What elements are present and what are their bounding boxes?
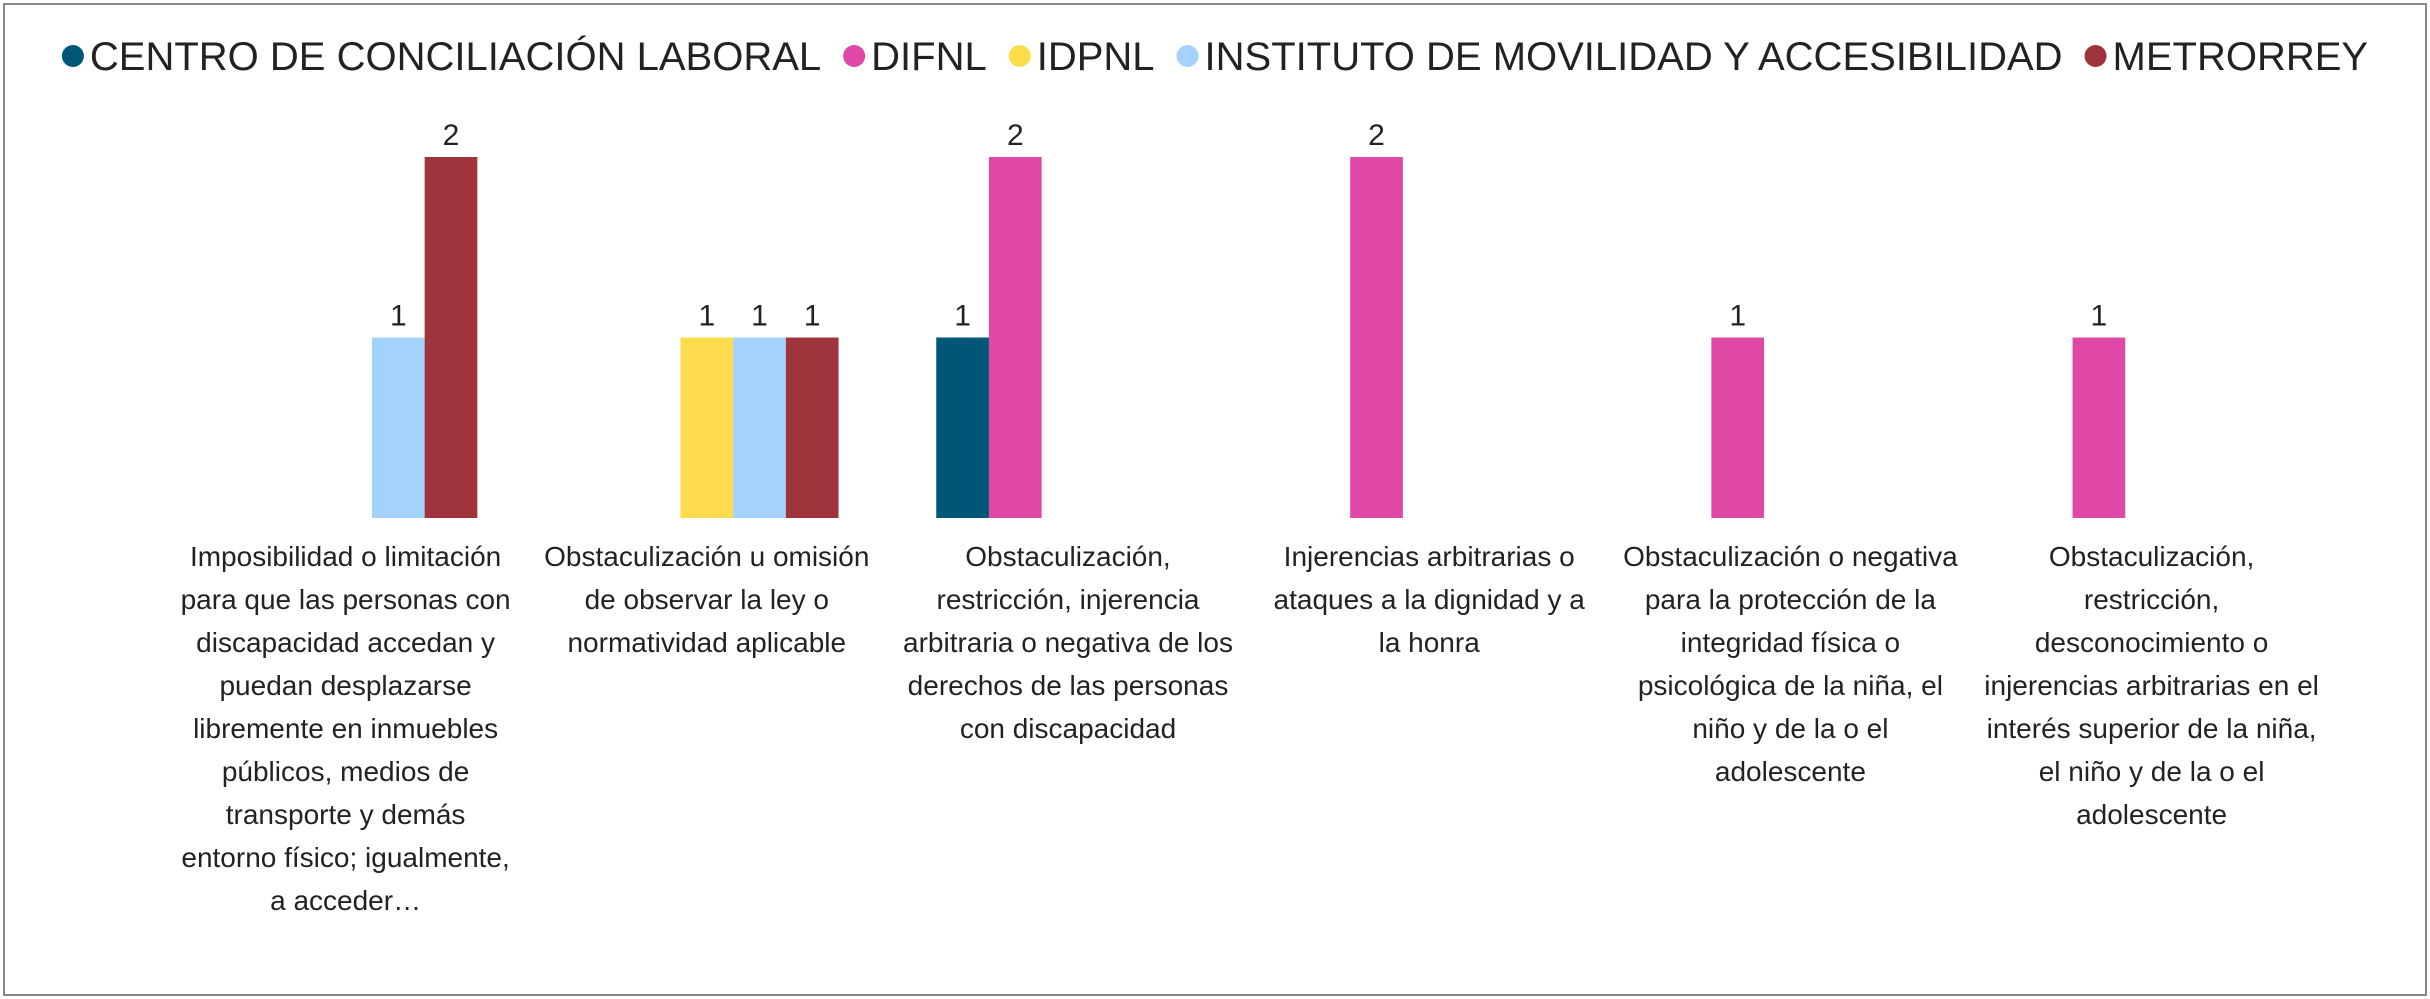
legend-swatch bbox=[1008, 45, 1031, 67]
x-tick-label-line: desconocimiento o bbox=[2035, 627, 2268, 658]
x-tick-label: Injerencias arbitrarias o ataques a la di… bbox=[1274, 541, 1586, 658]
x-tick-label-line: para la protección de la bbox=[1645, 584, 1937, 615]
x-tick-label: Obstaculización, restricción, desconocimie… bbox=[1984, 541, 2319, 830]
bar bbox=[2072, 337, 2126, 518]
x-tick-label: Obstaculización o negativa para la protec… bbox=[1623, 541, 1958, 787]
data-label: 2 bbox=[1368, 119, 1385, 152]
x-tick-label-line: transporte y demás bbox=[226, 799, 466, 830]
x-tick-label-line: interés superior de la niña, bbox=[1987, 713, 2317, 744]
legend-label: DIFNL bbox=[871, 35, 987, 79]
data-label: 1 bbox=[698, 300, 715, 333]
x-tick-label-line: adolescente bbox=[2076, 799, 2227, 830]
x-tick-label-line: psicológica de la niña, el bbox=[1638, 670, 1943, 701]
x-tick-label-line: Obstaculización, bbox=[2049, 541, 2254, 572]
x-tick-label-line: ataques a la dignidad y a bbox=[1274, 584, 1586, 615]
x-tick-label-line: públicos, medios de bbox=[222, 756, 469, 787]
x-tick-label-line: libremente en inmuebles bbox=[193, 713, 498, 744]
bar bbox=[785, 337, 839, 518]
legend-swatch bbox=[61, 45, 84, 67]
x-tick-label: Obstaculización, restricción, injerencia a… bbox=[903, 541, 1233, 744]
data-label: 1 bbox=[751, 300, 768, 333]
x-tick-label-line: entorno físico; igualmente, bbox=[181, 842, 509, 873]
x-tick-label-line: el niño y de la o el bbox=[2039, 756, 2265, 787]
legend-label: METRORREY bbox=[2113, 35, 2369, 79]
x-tick-label-line: niño y de la o el bbox=[1692, 713, 1888, 744]
x-tick-label-line: de observar la ley o bbox=[585, 584, 829, 615]
x-tick-label-line: Obstaculización u omisión bbox=[544, 541, 869, 572]
bar bbox=[680, 337, 734, 518]
bar bbox=[1350, 157, 1403, 518]
legend-swatch bbox=[1176, 45, 1199, 67]
x-tick-label: Obstaculización u omisión de observar la … bbox=[544, 541, 869, 658]
legend-label: INSTITUTO DE MOVILIDAD Y ACCESIBILIDAD bbox=[1205, 35, 2063, 79]
x-tick-label-line: arbitraria o negativa de los bbox=[903, 627, 1233, 658]
legend-label: CENTRO DE CONCILIACIÓN LABORAL bbox=[90, 34, 821, 79]
data-label: 2 bbox=[1007, 119, 1024, 152]
data-label: 1 bbox=[804, 300, 821, 333]
x-tick-label-line: restricción, bbox=[2084, 584, 2219, 615]
bar bbox=[424, 157, 478, 518]
x-tick-label-line: normatividad aplicable bbox=[567, 627, 846, 658]
x-tick-label-line: Obstaculización, bbox=[965, 541, 1170, 572]
legend: CENTRO DE CONCILIACIÓN LABORAL DIFNL IDPNL… bbox=[61, 34, 2369, 79]
bar bbox=[1711, 337, 1765, 518]
x-tick-label-line: Injerencias arbitrarias o bbox=[1284, 541, 1575, 572]
x-tick-label-line: la honra bbox=[1379, 627, 1481, 658]
x-tick-label-line: integridad física o bbox=[1681, 627, 1900, 658]
data-label: 1 bbox=[2091, 300, 2108, 333]
x-tick-label-line: para que las personas con bbox=[181, 584, 511, 615]
x-tick-label-line: restricción, injerencia bbox=[937, 584, 1200, 615]
x-tick-label-line: adolescente bbox=[1715, 756, 1866, 787]
x-tick-label-line: derechos de las personas bbox=[908, 670, 1229, 701]
bar bbox=[733, 337, 786, 518]
x-tick-label-line: a acceder… bbox=[270, 885, 421, 916]
x-tick-label-line: con discapacidad bbox=[960, 713, 1176, 744]
data-label: 1 bbox=[390, 300, 407, 333]
bar bbox=[936, 337, 989, 518]
legend-label: IDPNL bbox=[1037, 35, 1155, 79]
x-tick-label-line: injerencias arbitrarias en el bbox=[1984, 670, 2319, 701]
x-tick-label-line: Imposibilidad o limitación bbox=[190, 541, 501, 572]
legend-swatch bbox=[843, 45, 866, 67]
x-tick-label-line: puedan desplazarse bbox=[219, 670, 471, 701]
x-tick-label-line: Obstaculización o negativa bbox=[1623, 541, 1958, 572]
bar bbox=[371, 337, 425, 518]
data-label: 1 bbox=[954, 300, 971, 333]
legend-swatch bbox=[2084, 45, 2107, 67]
x-tick-label: Imposibilidad o limitación para que las p… bbox=[181, 541, 511, 916]
data-label: 2 bbox=[443, 119, 460, 152]
x-tick-label-line: discapacidad accedan y bbox=[196, 627, 495, 658]
bar bbox=[988, 157, 1042, 518]
data-label: 1 bbox=[1729, 300, 1746, 333]
